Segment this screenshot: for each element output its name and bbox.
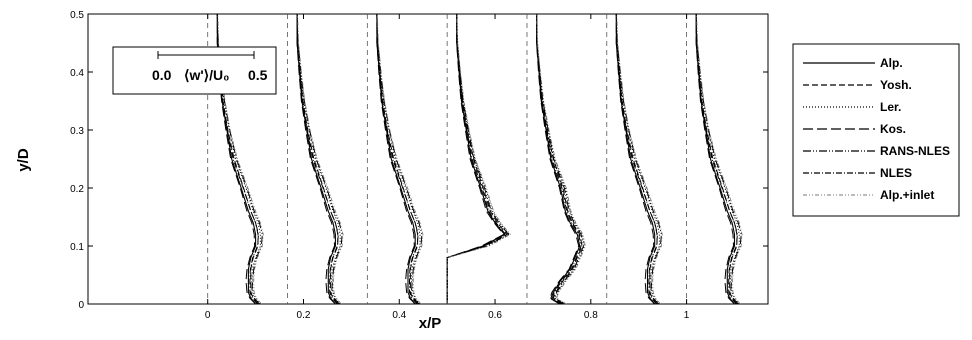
x-axis-ticks: 0 0.2 0.4 0.6 0.8 1 [205, 14, 690, 321]
profile-rans-nles-station-2 [376, 13, 423, 305]
legend-label-4: RANS-NLES [880, 144, 950, 158]
scale-min-label: 0.0 [152, 67, 172, 83]
y-tick-label-1: 0.1 [70, 242, 84, 253]
scale-max-label: 0.5 [248, 67, 268, 83]
x-tick-label-3: 0.6 [488, 310, 502, 321]
profile-alp--station-6 [695, 14, 736, 305]
profile-rans-nles-station-6 [695, 13, 742, 305]
profile-alp-inlet-station-6 [696, 13, 743, 305]
station-reference-lines [207, 14, 687, 304]
legend-label-3: Kos. [880, 122, 906, 136]
x-tick-label-2: 0.4 [392, 310, 406, 321]
y-tick-label-2: 0.2 [70, 184, 84, 195]
plot-frame [87, 13, 769, 305]
profile-nles-station-4 [536, 13, 582, 305]
profile-ler--station-4 [536, 13, 585, 305]
x-tick-label-4: 0.8 [584, 310, 598, 321]
y-axis-ticks: 0 0.1 0.2 0.3 0.4 0.5 [70, 10, 768, 311]
y-tick-label-3: 0.3 [70, 126, 84, 137]
profile-alp-inlet-station-2 [377, 13, 424, 305]
profile-kos--station-1 [296, 14, 336, 305]
profile-nles-station-1 [296, 13, 339, 305]
x-axis-title: x/P [419, 315, 442, 332]
x-tick-label-1: 0.2 [297, 310, 311, 321]
profile-rans-nles-station-5 [615, 13, 662, 305]
profile-alp-inlet-station-3 [446, 13, 512, 304]
profile-yosh--station-3 [446, 13, 508, 304]
profile-rans-nles-station-4 [536, 13, 585, 305]
legend-frame [792, 43, 960, 217]
profile-kos--station-2 [376, 14, 416, 305]
legend: Alp. Yosh. Ler. Kos. RANS-NLES NLES Alp.+inlet [792, 43, 960, 217]
profile-rans-nles-station-0 [216, 13, 263, 305]
y-tick-label-5: 0.5 [70, 10, 84, 21]
profile-nles-station-2 [376, 13, 419, 305]
y-tick-label-0: 0 [78, 300, 84, 311]
profile-nles-station-3 [446, 13, 507, 304]
profile-ler--station-5 [615, 13, 660, 305]
profile-curves [216, 13, 743, 305]
profile-alp-inlet-station-4 [536, 13, 586, 305]
scale-box: 0.0 ⟨w'⟩/U₀ 0.5 [112, 46, 277, 95]
profile-kos--station-5 [615, 14, 656, 305]
profile-alp--station-3 [446, 14, 506, 304]
profile-kos--station-6 [695, 14, 735, 305]
profile-kos--station-0 [216, 14, 256, 305]
y-tick-label-4: 0.4 [70, 68, 84, 79]
profile-nles-station-6 [695, 13, 738, 305]
profile-kos--station-4 [536, 14, 580, 305]
legend-label-1: Yosh. [880, 78, 912, 92]
profile-alp--station-2 [376, 14, 416, 305]
profile-ler--station-6 [695, 13, 740, 305]
profile-rans-nles-station-3 [446, 13, 510, 304]
legend-items: Alp. Yosh. Ler. Kos. RANS-NLES NLES Alp.+inlet [803, 56, 950, 202]
profile-nles-station-5 [615, 13, 659, 305]
scale-quantity-label: ⟨w'⟩/U₀ [184, 67, 229, 83]
profile-ler--station-1 [296, 13, 341, 305]
profile-alp--station-5 [615, 14, 656, 305]
x-tick-label-5: 1 [684, 310, 690, 321]
profile-alp-inlet-station-5 [616, 13, 663, 305]
legend-label-2: Ler. [880, 100, 901, 114]
legend-label-6: Alp.+inlet [880, 188, 934, 202]
profile-ler--station-3 [446, 13, 511, 304]
legend-label-5: NLES [880, 166, 912, 180]
profile-rans-nles-station-1 [296, 13, 343, 305]
y-axis-title: y/D [15, 148, 32, 172]
x-tick-label-0: 0 [205, 310, 211, 321]
legend-label-0: Alp. [880, 56, 903, 70]
profile-alp-inlet-station-1 [297, 13, 344, 305]
profile-alp--station-1 [296, 14, 336, 305]
profile-alp--station-4 [536, 14, 581, 305]
profile-ler--station-2 [376, 13, 421, 305]
